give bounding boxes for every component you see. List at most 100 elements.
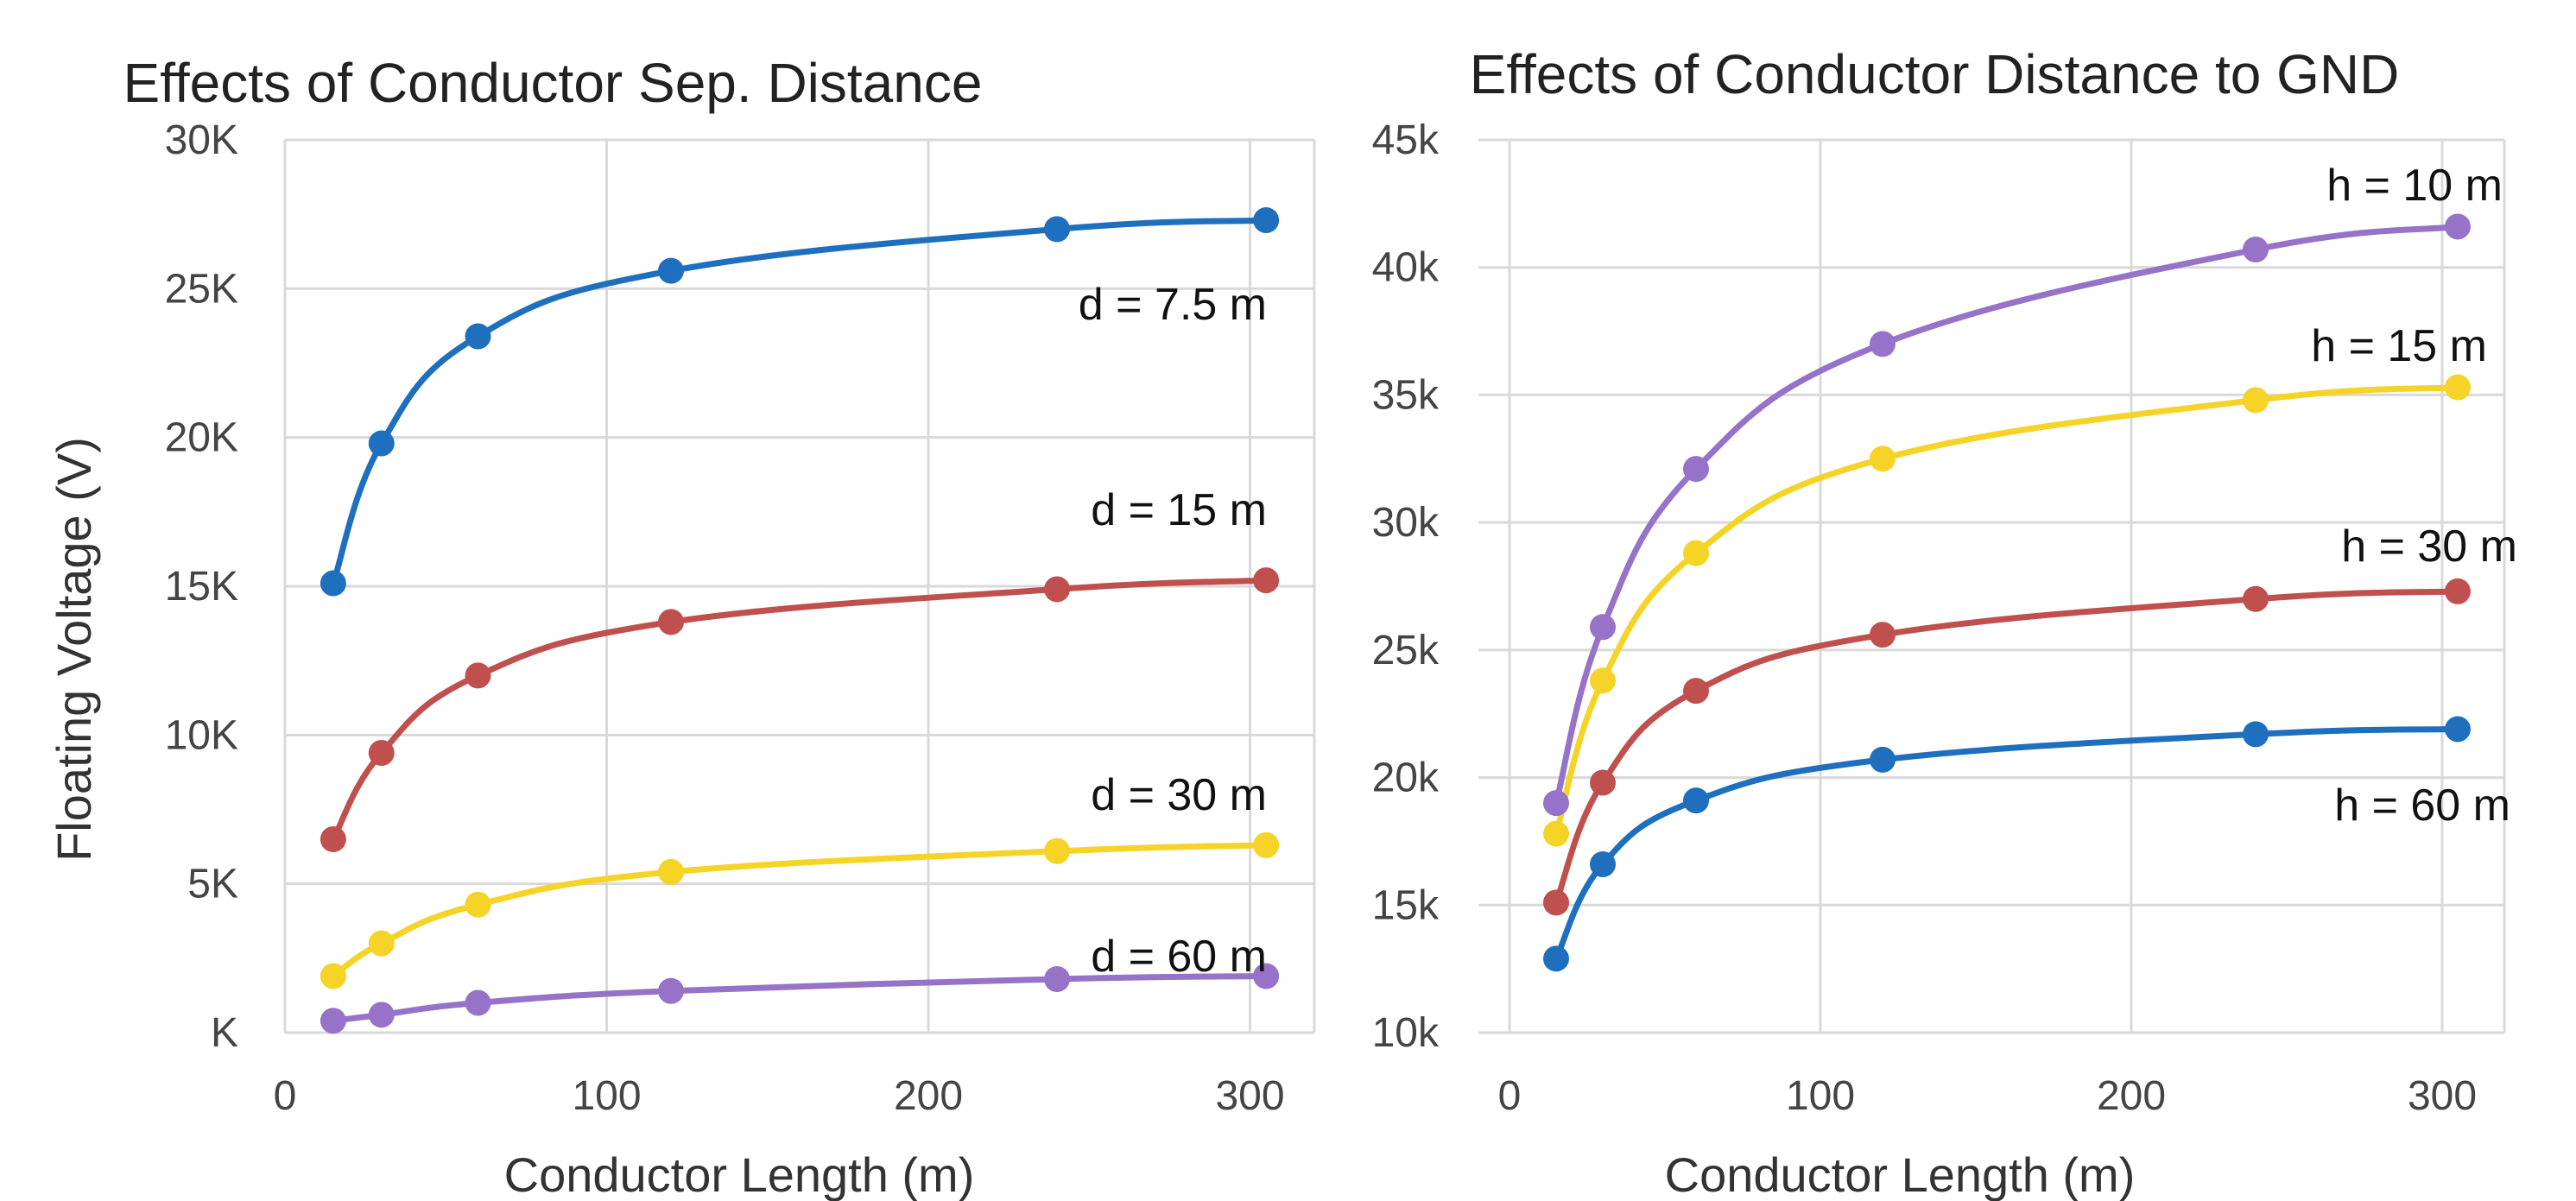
series-label: d = 7.5 m bbox=[1079, 280, 1267, 330]
data-point bbox=[1543, 820, 1569, 847]
data-point bbox=[368, 430, 395, 457]
data-point bbox=[1590, 851, 1616, 878]
x-tick-label: 100 bbox=[572, 1073, 641, 1119]
series-label: h = 10 m bbox=[2326, 161, 2503, 211]
data-point bbox=[1253, 207, 1280, 234]
y-tick-label: 30k bbox=[1372, 500, 1440, 546]
data-point bbox=[1683, 787, 1709, 814]
data-point bbox=[658, 977, 684, 1004]
data-point bbox=[1253, 963, 1280, 989]
data-point bbox=[2243, 721, 2269, 748]
y-tick-label: 10K bbox=[165, 712, 238, 758]
chart-gnd-distance: Effects of Conductor Distance to GND Con… bbox=[1372, 43, 2517, 1201]
data-point bbox=[1683, 456, 1709, 483]
data-point bbox=[320, 1008, 346, 1034]
data-point bbox=[1870, 331, 1896, 357]
chart-title: Effects of Conductor Sep. Distance bbox=[123, 52, 983, 114]
x-tick-label: 0 bbox=[274, 1073, 297, 1119]
data-point bbox=[2243, 585, 2269, 612]
series-points bbox=[320, 207, 1280, 1034]
data-point bbox=[368, 930, 395, 957]
series-label: h = 60 m bbox=[2334, 781, 2510, 831]
x-axis-label: Conductor Length (m) bbox=[1665, 1147, 2136, 1201]
data-point bbox=[1044, 216, 1070, 243]
data-point bbox=[1253, 831, 1280, 858]
data-point bbox=[1590, 667, 1616, 694]
x-tick-label: 200 bbox=[2097, 1073, 2166, 1119]
data-point bbox=[1044, 576, 1070, 603]
data-point bbox=[465, 891, 491, 918]
data-point bbox=[368, 740, 395, 767]
x-tick-label: 300 bbox=[2408, 1073, 2477, 1119]
y-tick-label: 30K bbox=[165, 117, 238, 163]
data-point bbox=[2445, 213, 2471, 240]
y-tick-label: 15k bbox=[1372, 882, 1440, 928]
data-point bbox=[658, 257, 684, 284]
grid bbox=[1478, 138, 2506, 1034]
data-point bbox=[465, 323, 491, 350]
y-tick-label: 15K bbox=[165, 564, 238, 610]
series-points bbox=[1543, 213, 2471, 972]
data-point bbox=[1870, 622, 1896, 648]
series-label: d = 15 m bbox=[1091, 485, 1267, 535]
y-tick-label: 25k bbox=[1372, 628, 1440, 673]
data-point bbox=[658, 609, 684, 635]
data-point bbox=[2445, 374, 2471, 401]
y-tick-label: 20K bbox=[165, 415, 238, 461]
data-point bbox=[368, 1002, 395, 1028]
data-point bbox=[320, 570, 346, 597]
data-point bbox=[1044, 838, 1070, 864]
data-point bbox=[1253, 567, 1280, 594]
x-tick-label: 200 bbox=[894, 1073, 963, 1119]
y-tick-label: 5K bbox=[187, 862, 238, 907]
data-point bbox=[320, 963, 346, 989]
series-label: d = 30 m bbox=[1091, 770, 1267, 820]
x-tick-labels: 0 100 200 300 bbox=[274, 1073, 1285, 1119]
x-tick-labels: 0 100 200 300 bbox=[1498, 1073, 2477, 1119]
series-line bbox=[1553, 384, 2461, 838]
series-label: h = 15 m bbox=[2311, 321, 2487, 371]
data-point bbox=[465, 989, 491, 1016]
data-point bbox=[1543, 889, 1569, 916]
data-point bbox=[1543, 790, 1569, 817]
chart-title: Effects of Conductor Distance to GND bbox=[1470, 43, 2400, 105]
data-point bbox=[2243, 237, 2269, 263]
y-tick-label: K bbox=[211, 1010, 238, 1056]
y-tick-label: 25K bbox=[165, 266, 238, 312]
data-point bbox=[1590, 614, 1616, 641]
x-tick-label: 0 bbox=[1498, 1073, 1522, 1119]
y-tick-label: 10k bbox=[1372, 1010, 1440, 1056]
data-point bbox=[1590, 769, 1616, 796]
data-point bbox=[320, 825, 346, 852]
data-point bbox=[1683, 678, 1709, 705]
series-labels: d = 7.5 m d = 15 m d = 30 m d = 60 m bbox=[1079, 280, 1267, 982]
y-axis-label: Floating Voltage (V) bbox=[47, 437, 101, 862]
data-point bbox=[2243, 387, 2269, 414]
series-labels: h = 10 m h = 15 m h = 30 m h = 60 m bbox=[2311, 161, 2517, 831]
x-tick-label: 100 bbox=[1786, 1073, 1855, 1119]
data-point bbox=[1044, 965, 1070, 992]
data-point bbox=[465, 662, 491, 689]
grid bbox=[283, 138, 1316, 1034]
y-tick-labels: K 5K 10K 15K 20K 25K 30K bbox=[165, 117, 238, 1056]
series-line bbox=[1553, 725, 2461, 962]
y-tick-label: 40k bbox=[1372, 245, 1440, 291]
data-point bbox=[1870, 446, 1896, 472]
data-point bbox=[2445, 716, 2471, 743]
data-point bbox=[1870, 746, 1896, 773]
series-label: d = 60 m bbox=[1091, 932, 1267, 982]
y-tick-label: 20k bbox=[1372, 755, 1440, 801]
x-tick-label: 300 bbox=[1215, 1073, 1284, 1119]
data-point bbox=[658, 858, 684, 885]
y-tick-label: 45k bbox=[1372, 117, 1440, 163]
chart-sep-distance: Effects of Conductor Sep. Distance Float… bbox=[47, 52, 1316, 1201]
data-point bbox=[2445, 578, 2471, 604]
data-point bbox=[1543, 945, 1569, 972]
data-point bbox=[1683, 540, 1709, 566]
y-tick-labels: 10k 15k 20k 25k 30k 35k 40k 45k bbox=[1372, 117, 1440, 1056]
series-line bbox=[1553, 223, 2461, 806]
series-label: h = 30 m bbox=[2341, 521, 2517, 572]
x-axis-label: Conductor Length (m) bbox=[504, 1147, 975, 1201]
y-tick-label: 35k bbox=[1372, 372, 1440, 418]
